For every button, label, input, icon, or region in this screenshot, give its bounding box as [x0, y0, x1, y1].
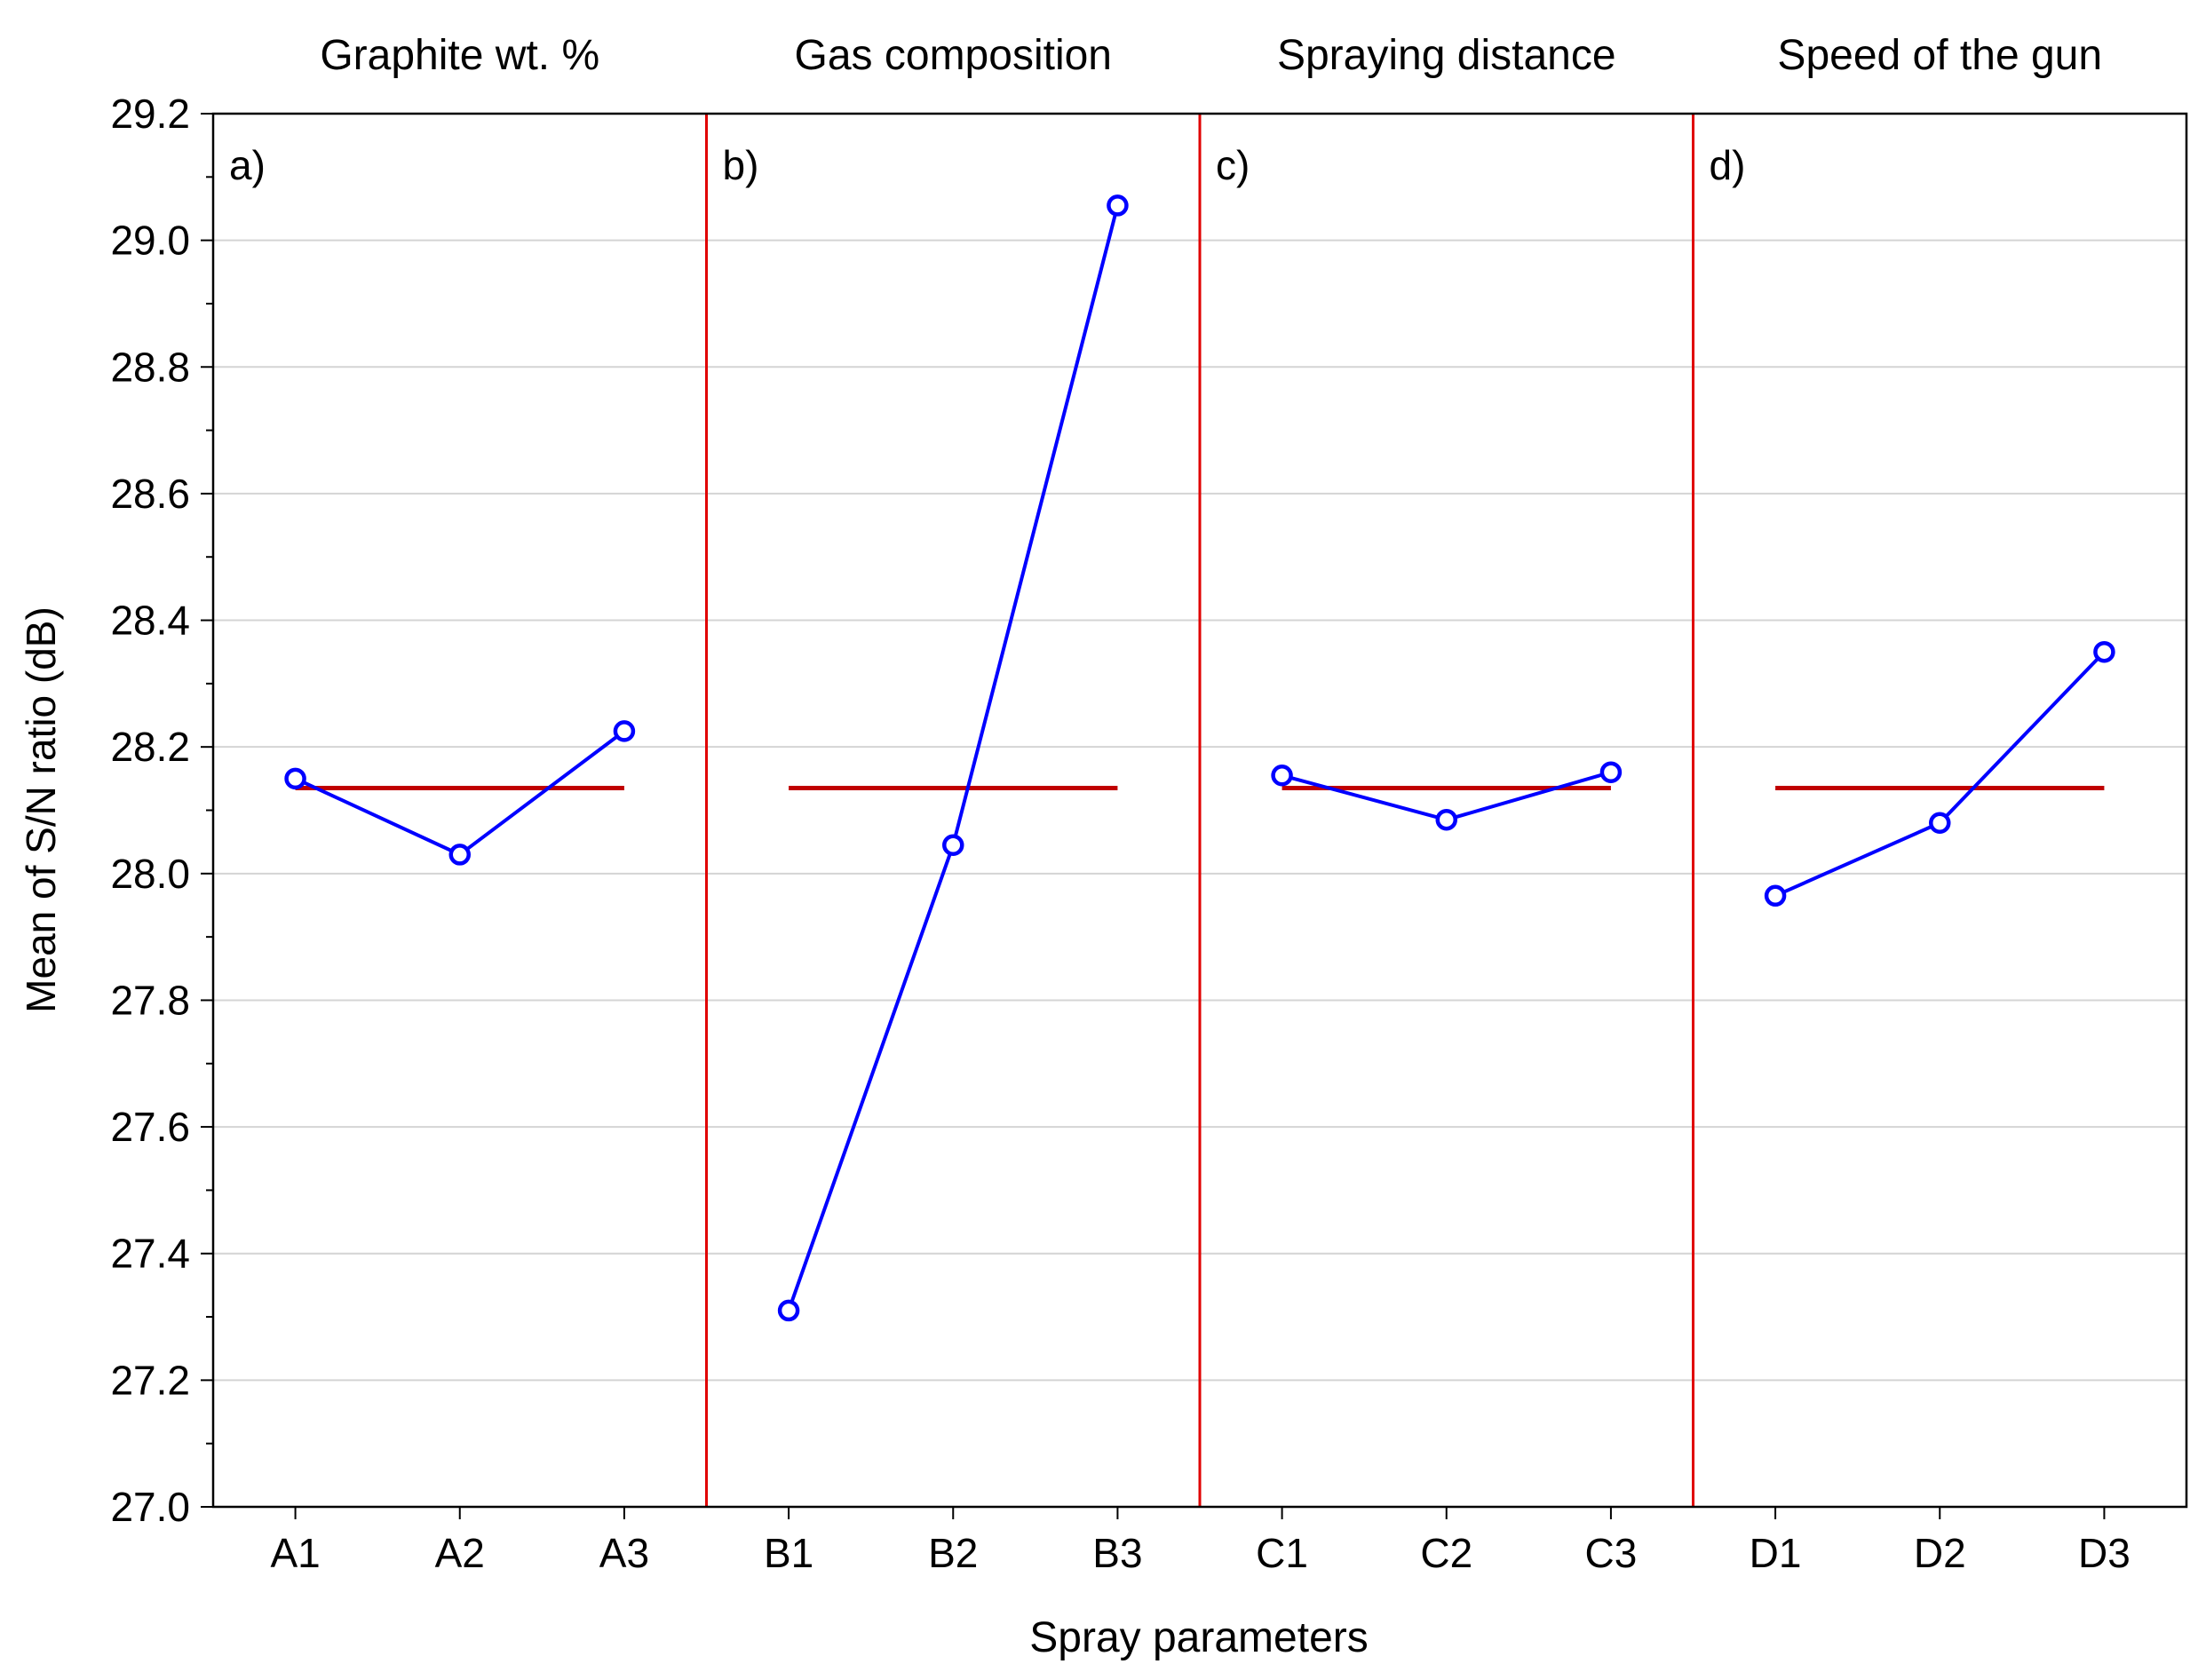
- data-point: [1107, 194, 1129, 217]
- y-tick-label: 27.2: [110, 1357, 190, 1403]
- data-point: [1929, 812, 1951, 835]
- data-point: [1271, 765, 1293, 787]
- panel-letter: a): [229, 142, 266, 188]
- x-axis-ticks: A1 A2 A3 B1 B2 B3 C1 C2 C3 D1 D2 D3: [270, 1507, 2131, 1576]
- y-tick-label: 28.8: [110, 344, 190, 390]
- panel-letters: a) b) c) d): [229, 142, 1745, 188]
- data-point: [1435, 808, 1457, 831]
- y-tick-label: 28.6: [110, 471, 190, 517]
- x-tick-label: C2: [1420, 1530, 1472, 1576]
- x-tick-label: B2: [928, 1530, 978, 1576]
- data-point: [1599, 761, 1623, 783]
- x-tick-label: C3: [1585, 1530, 1638, 1576]
- x-tick-label: D3: [2078, 1530, 2131, 1576]
- y-tick-label: 28.0: [110, 851, 190, 897]
- panel-letter: b): [723, 142, 759, 188]
- y-tick-label: 27.0: [110, 1484, 190, 1530]
- x-tick-label: D1: [1750, 1530, 1802, 1576]
- panel-title: Spraying distance: [1277, 32, 1616, 79]
- data-point: [2093, 640, 2115, 663]
- x-tick-label: B1: [764, 1530, 813, 1576]
- data-point: [777, 1299, 800, 1322]
- x-tick-label: B3: [1092, 1530, 1142, 1576]
- panel-title: Speed of the gun: [1777, 32, 2102, 79]
- data-point: [613, 720, 636, 742]
- data-point: [1764, 884, 1787, 907]
- panel-title: Gas composition: [795, 32, 1113, 79]
- panel-titles: Graphite wt. % Gas composition Spraying di…: [320, 32, 2102, 79]
- panel-dividers: [705, 114, 1694, 1507]
- y-axis-ticks: 27.0 27.2 27.4 27.6 27.8 28.0 28.2 28.4 28.6 28.8…: [110, 91, 213, 1530]
- data-point: [448, 844, 471, 866]
- y-tick-label: 27.8: [110, 977, 190, 1023]
- series-line: [1774, 650, 2106, 898]
- series-line: [787, 204, 1120, 1312]
- panel-letter: d): [1710, 142, 1746, 188]
- y-axis-title: Mean of S/N ratio (dB): [18, 606, 64, 1013]
- x-tick-label: A1: [270, 1530, 320, 1576]
- series-line: [294, 729, 626, 857]
- x-tick-label: A2: [435, 1530, 485, 1576]
- y-tick-label: 28.2: [110, 724, 190, 770]
- y-tick-label: 27.4: [110, 1231, 190, 1277]
- x-tick-label: A3: [599, 1530, 649, 1576]
- y-tick-label: 29.2: [110, 91, 190, 137]
- data-point: [942, 834, 964, 856]
- panel-title: Graphite wt. %: [320, 32, 599, 79]
- panel-letter: c): [1216, 142, 1250, 188]
- y-tick-label: 29.0: [110, 218, 190, 264]
- y-tick-label: 27.6: [110, 1104, 190, 1150]
- data-point: [284, 767, 306, 790]
- y-tick-label: 28.4: [110, 598, 190, 644]
- data-points: [284, 194, 2115, 1322]
- x-tick-label: C1: [1256, 1530, 1308, 1576]
- x-axis-title: Spray parameters: [1029, 1614, 1369, 1661]
- x-tick-label: D2: [1914, 1530, 1966, 1576]
